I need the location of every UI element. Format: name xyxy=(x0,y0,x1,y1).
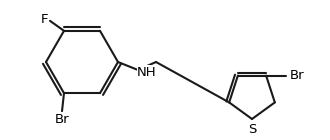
Text: Br: Br xyxy=(55,113,69,126)
Text: Br: Br xyxy=(290,69,304,82)
Text: F: F xyxy=(40,13,48,26)
Text: S: S xyxy=(248,123,256,136)
Text: NH: NH xyxy=(137,66,157,79)
